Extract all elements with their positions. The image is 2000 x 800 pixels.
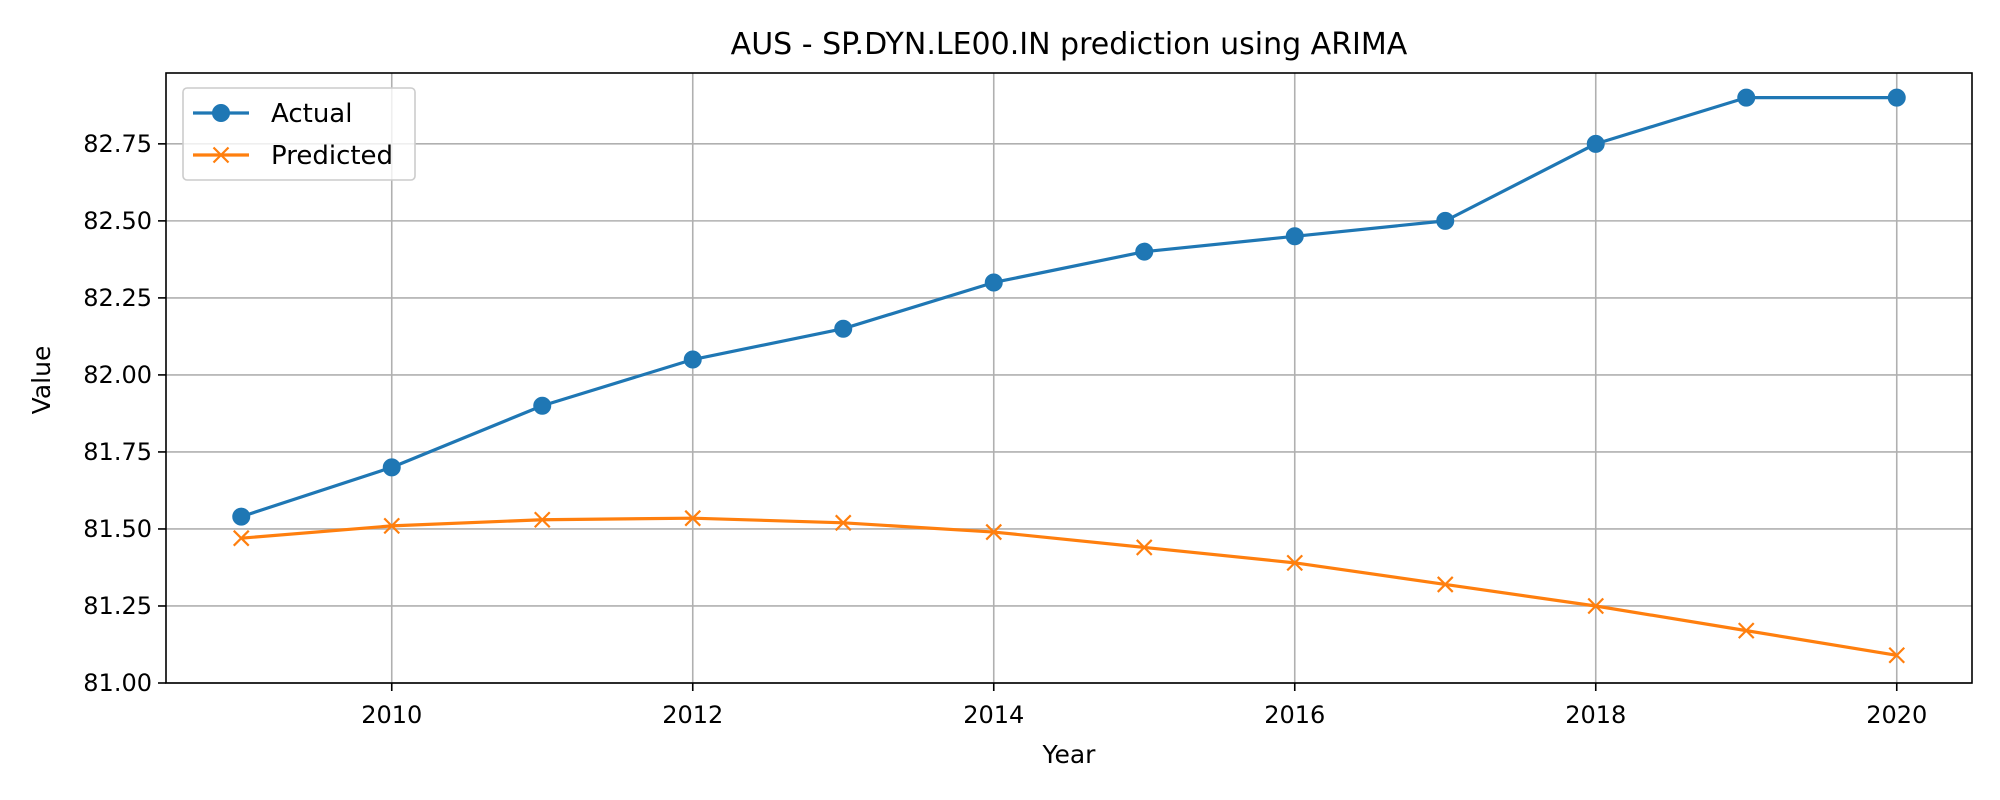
chart-title: AUS - SP.DYN.LE00.IN prediction using AR… <box>731 27 1408 62</box>
predicted-point <box>383 517 401 535</box>
series-actual <box>232 88 1906 526</box>
x-tick-label: 2020 <box>1866 701 1927 729</box>
x-axis-label: Year <box>1042 740 1097 769</box>
predicted-point <box>533 511 551 528</box>
legend-box <box>182 87 416 181</box>
legend-label: Predicted <box>271 141 393 171</box>
predicted-point <box>1737 622 1755 639</box>
y-tick-label: 81.50 <box>83 515 152 543</box>
actual-point <box>382 458 401 477</box>
predicted-point <box>1436 576 1454 593</box>
predicted-line <box>241 516 1898 657</box>
predicted-point <box>684 509 702 527</box>
legend-item-predicted: Predicted <box>193 141 393 171</box>
actual-point <box>984 273 1003 292</box>
actual-line <box>240 96 1897 519</box>
actual-point <box>1586 134 1605 153</box>
y-tick-label: 82.25 <box>83 284 152 312</box>
predicted-point <box>1286 554 1304 572</box>
actual-point <box>1887 88 1906 107</box>
predicted-point <box>1135 539 1153 556</box>
actual-point <box>834 319 853 338</box>
x-tick-label: 2010 <box>361 701 422 729</box>
actual-point <box>533 396 552 415</box>
actual-point <box>1737 88 1756 107</box>
legend: Actual Predicted <box>182 87 416 181</box>
predicted-point <box>834 514 852 532</box>
y-tick-label: 82.00 <box>83 361 152 389</box>
x-tick-label: 2018 <box>1565 701 1626 729</box>
predicted-point <box>985 523 1003 541</box>
legend-item-actual: Actual <box>193 99 352 129</box>
actual-point <box>1285 227 1304 246</box>
legend-marker <box>212 146 230 164</box>
x-tick-label: 2014 <box>963 701 1024 729</box>
actual-point <box>1135 242 1154 261</box>
y-tick-label: 81.75 <box>83 438 152 466</box>
x-tick-label: 2016 <box>1264 701 1325 729</box>
actual-point <box>1436 211 1455 230</box>
y-tick-label: 82.75 <box>83 130 152 158</box>
series-predicted <box>232 509 1906 664</box>
y-axis-label: Value <box>27 346 56 415</box>
legend-label: Actual <box>271 99 352 129</box>
predicted-point <box>232 529 250 547</box>
y-tick-label: 81.25 <box>83 592 152 620</box>
axes: 2010 2012 2014 2016 2018 2020 81.00 81.25 81.50 8… <box>83 130 1927 729</box>
series-layer <box>232 88 1906 664</box>
predicted-point <box>1888 646 1906 664</box>
legend-marker <box>212 104 230 122</box>
actual-point <box>232 507 251 526</box>
actual-point <box>683 350 702 369</box>
predicted-point <box>1587 597 1605 615</box>
y-tick-label: 82.50 <box>83 207 152 235</box>
y-tick-label: 81.00 <box>83 669 152 697</box>
x-tick-label: 2012 <box>662 701 723 729</box>
plot-frame <box>165 72 1973 684</box>
